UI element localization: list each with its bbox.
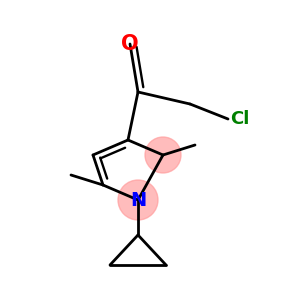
Text: Cl: Cl [230,110,249,128]
Text: O: O [121,34,139,54]
Circle shape [145,137,181,173]
Circle shape [118,180,158,220]
Text: N: N [130,190,146,209]
